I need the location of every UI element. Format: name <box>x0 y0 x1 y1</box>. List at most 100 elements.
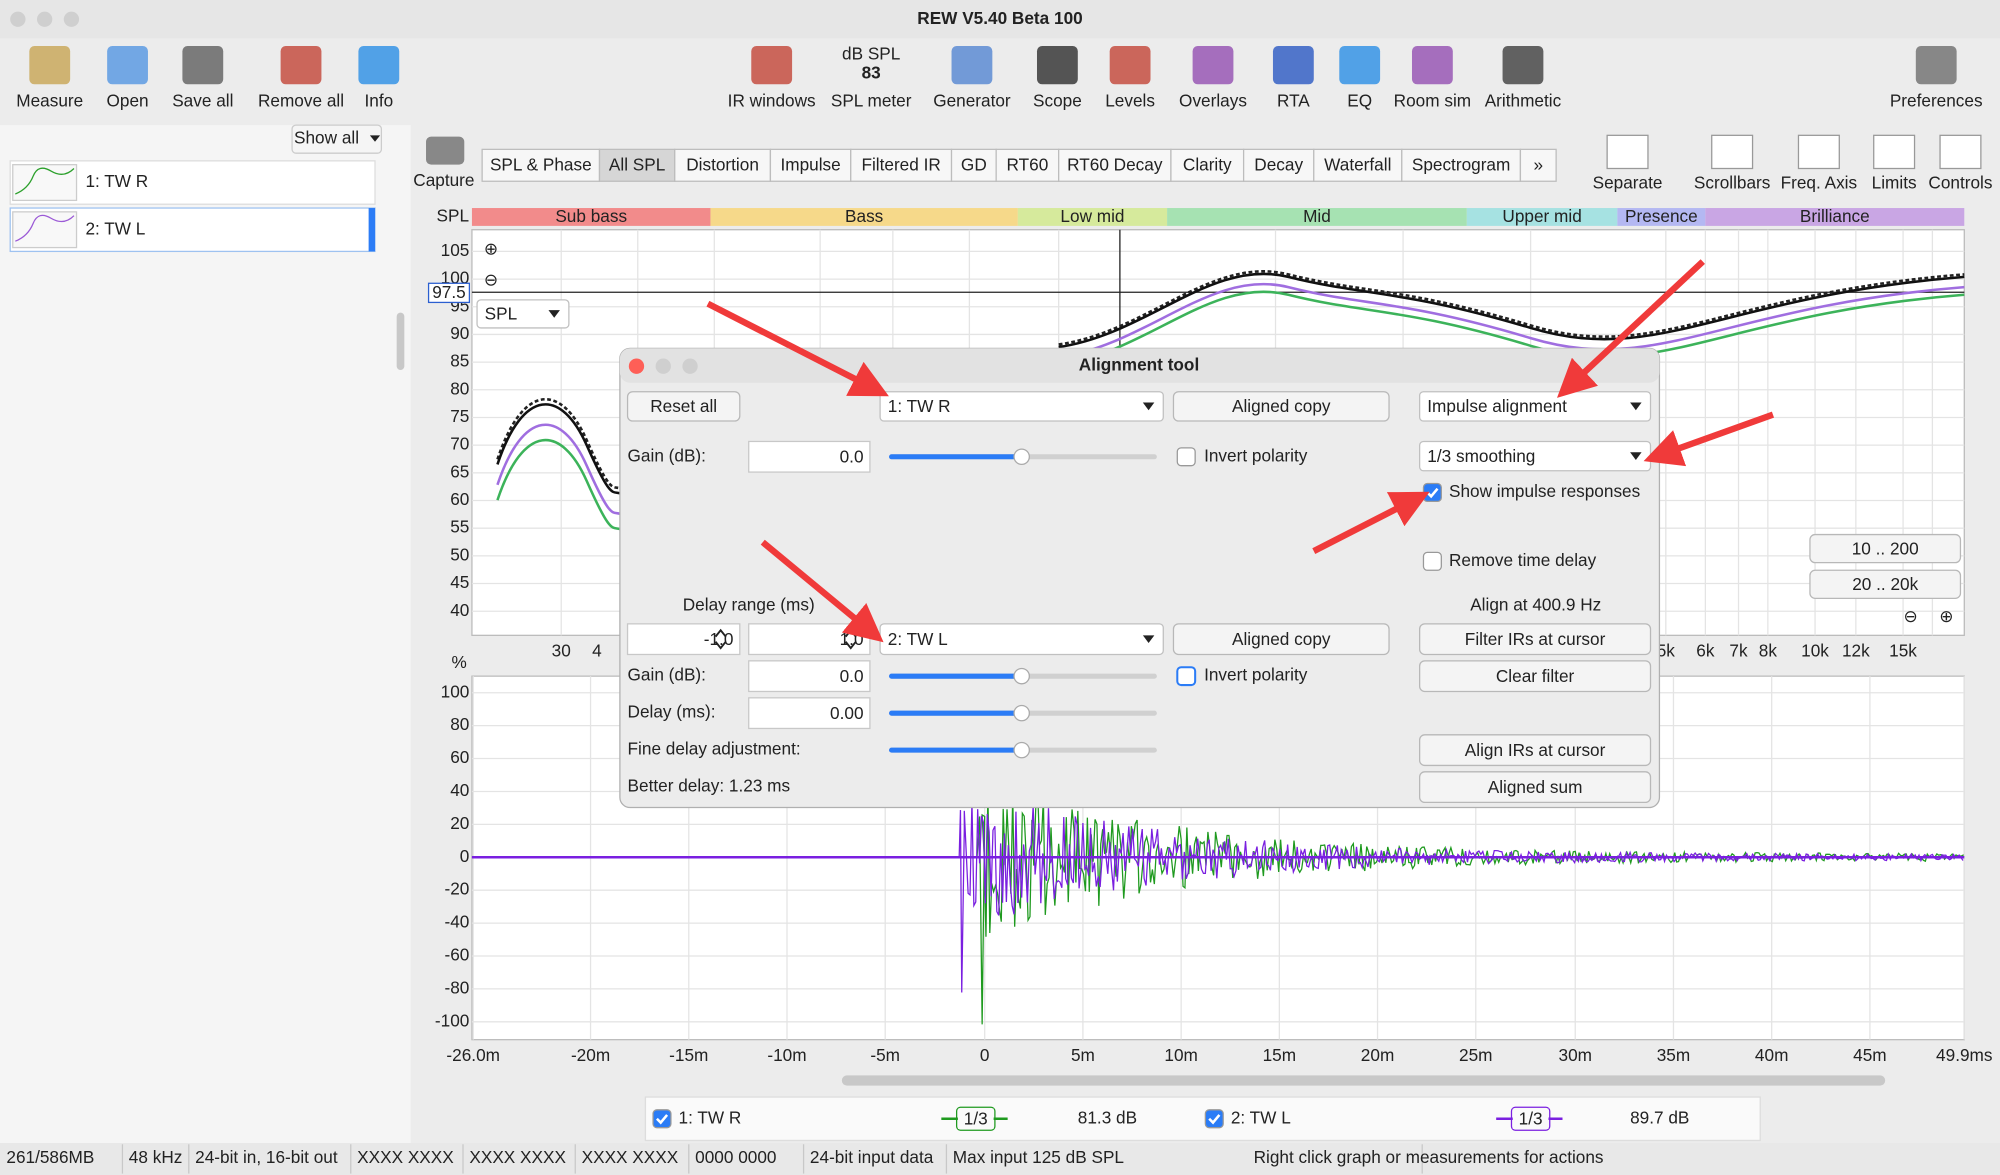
dropdown-value[interactable]: 1/3 smoothing <box>1427 446 1535 466</box>
toolbar-icon[interactable] <box>1193 46 1234 84</box>
checkbox[interactable] <box>1205 1110 1223 1128</box>
capture-button[interactable]: Capture <box>413 170 474 190</box>
slider-knob[interactable] <box>1014 449 1029 464</box>
toolbar-icon[interactable] <box>1339 46 1380 84</box>
measurement-name[interactable]: 2: TW L <box>85 218 145 238</box>
zoom-out[interactable]: ⊖ <box>1904 606 1918 626</box>
tab-label[interactable]: Filtered IR <box>861 154 940 174</box>
tab-label[interactable]: » <box>1533 154 1543 174</box>
dropdown-value[interactable]: SPL <box>485 304 518 324</box>
checkbox[interactable] <box>1423 484 1441 502</box>
window-control[interactable] <box>64 12 79 27</box>
slider-knob[interactable] <box>1014 705 1029 720</box>
window-control[interactable] <box>37 12 52 27</box>
tool-icon[interactable] <box>1712 135 1753 168</box>
zoom-out[interactable]: ⊖ <box>484 269 498 289</box>
toolbar-icon[interactable] <box>952 46 993 84</box>
button-label[interactable]: Aligned copy <box>1232 396 1331 416</box>
button-label[interactable]: Clear filter <box>1496 666 1575 686</box>
tool-button[interactable]: Controls <box>1928 172 1992 192</box>
button-label[interactable]: Filter IRs at cursor <box>1465 629 1606 649</box>
toolbar-icon[interactable] <box>358 46 399 84</box>
tool-icon[interactable] <box>1940 135 1981 168</box>
toolbar-icon[interactable] <box>1273 46 1314 84</box>
window-control[interactable] <box>10 12 25 27</box>
toolbar-button[interactable]: Scope <box>1033 91 1082 111</box>
tool-button[interactable]: Freq. Axis <box>1781 172 1857 192</box>
toolbar-button[interactable]: Open <box>107 91 149 111</box>
tab-label[interactable]: SPL & Phase <box>490 154 592 174</box>
toolbar-button[interactable]: Generator <box>933 91 1011 111</box>
field-value[interactable]: 0.0 <box>840 666 864 686</box>
button-label[interactable]: 20 .. 20k <box>1852 574 1918 594</box>
dialog-control[interactable] <box>656 359 671 374</box>
toolbar-icon[interactable] <box>1503 46 1544 84</box>
button-label[interactable]: Align IRs at cursor <box>1465 740 1606 760</box>
tool-button[interactable]: Scrollbars <box>1694 172 1770 192</box>
button-label[interactable]: Reset all <box>650 396 717 416</box>
toolbar-icon[interactable] <box>751 46 792 84</box>
toolbar-icon[interactable] <box>1916 46 1957 84</box>
dropdown-value[interactable]: Impulse alignment <box>1427 396 1567 416</box>
toolbar-icon[interactable] <box>1110 46 1151 84</box>
toolbar-button[interactable]: Room sim <box>1394 91 1471 111</box>
toolbar-button[interactable]: SPL meter <box>831 91 912 111</box>
field-value[interactable]: 0.00 <box>830 703 863 723</box>
tool-icon[interactable] <box>1607 135 1648 168</box>
zoom-in[interactable]: ⊕ <box>484 239 498 259</box>
toolbar-button[interactable]: Preferences <box>1890 91 1983 111</box>
tab-label[interactable]: Impulse <box>780 154 840 174</box>
dialog-control[interactable] <box>682 359 697 374</box>
tool-icon[interactable] <box>1798 135 1839 168</box>
toolbar-icon[interactable] <box>281 46 322 84</box>
measurement-name[interactable]: 1: TW R <box>85 171 148 191</box>
toolbar-button[interactable]: Arithmetic <box>1485 91 1562 111</box>
label: Gain (dB): <box>628 445 706 465</box>
label: Gain (dB): <box>628 665 706 685</box>
toolbar-icon[interactable] <box>1412 46 1453 84</box>
legend-name[interactable]: 1: TW R <box>679 1107 742 1127</box>
tab-label[interactable]: Clarity <box>1183 154 1232 174</box>
checkbox[interactable] <box>653 1110 671 1128</box>
camera-icon[interactable] <box>426 137 464 165</box>
toolbar-button[interactable]: EQ <box>1347 91 1372 111</box>
tab-label[interactable]: RT60 Decay <box>1067 154 1163 174</box>
toolbar-button[interactable]: Levels <box>1105 91 1155 111</box>
tab-label[interactable]: RT60 <box>1007 154 1049 174</box>
toolbar-button[interactable]: Info <box>364 91 393 111</box>
toolbar-icon[interactable] <box>1037 46 1078 84</box>
slider-knob[interactable] <box>1014 742 1029 757</box>
button-label[interactable]: 10 .. 200 <box>1852 538 1919 558</box>
toolbar-icon[interactable] <box>29 46 70 84</box>
checkbox[interactable] <box>1423 552 1441 570</box>
tab-label[interactable]: Distortion <box>686 154 759 174</box>
checkbox[interactable] <box>1177 448 1195 466</box>
button-label[interactable]: Aligned sum <box>1488 777 1583 797</box>
tab-label[interactable]: Waterfall <box>1324 154 1391 174</box>
tab-label[interactable]: GD <box>961 154 987 174</box>
toolbar-button[interactable]: RTA <box>1277 91 1310 111</box>
toolbar-button[interactable]: Measure <box>16 91 83 111</box>
toolbar-icon[interactable] <box>107 46 148 84</box>
tool-button[interactable]: Limits <box>1872 172 1917 192</box>
tool-button[interactable]: Separate <box>1593 172 1663 192</box>
dropdown-value[interactable]: 1: TW R <box>888 396 951 416</box>
toolbar-button[interactable]: Save all <box>172 91 233 111</box>
tool-icon[interactable] <box>1874 135 1915 168</box>
checkbox[interactable] <box>1177 667 1195 685</box>
toolbar-button[interactable]: IR windows <box>728 91 816 111</box>
tab-label[interactable]: All SPL <box>609 154 665 174</box>
slider-knob[interactable] <box>1014 668 1029 683</box>
tab-label[interactable]: Spectrogram <box>1412 154 1510 174</box>
dropdown-value[interactable]: 2: TW L <box>888 629 948 649</box>
toolbar-button[interactable]: Overlays <box>1179 91 1247 111</box>
button-label[interactable]: Aligned copy <box>1232 629 1331 649</box>
zoom-in[interactable]: ⊕ <box>1939 606 1953 626</box>
field-value[interactable]: 0.0 <box>840 447 864 467</box>
legend-name[interactable]: 2: TW L <box>1231 1107 1291 1127</box>
toolbar-button[interactable]: Remove all <box>258 91 344 111</box>
dialog-control[interactable] <box>629 359 644 374</box>
tab-label[interactable]: Decay <box>1254 154 1303 174</box>
show-all-button[interactable]: Show all <box>294 128 359 148</box>
toolbar-icon[interactable] <box>182 46 223 84</box>
